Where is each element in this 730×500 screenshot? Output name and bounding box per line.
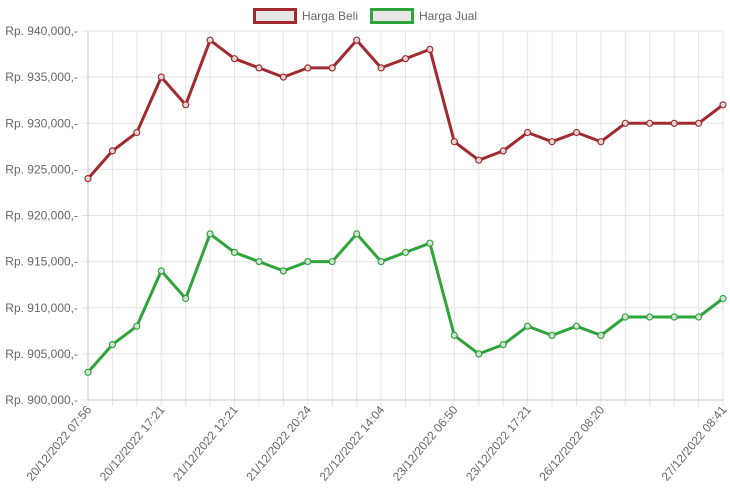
x-tick-label: 20/12/2022 17:21 (97, 403, 168, 484)
data-point-harga-beli (401, 55, 410, 63)
x-tick-label: 27/12/2022 08:41 (659, 403, 730, 484)
x-tick-label: 21/12/2022 20:24 (243, 403, 314, 484)
y-tick-label: Rp. 915,000,- (5, 255, 78, 269)
y-tick-label: Rp. 910,000,- (5, 301, 78, 315)
data-point-harga-jual (279, 267, 287, 275)
data-point-harga-beli (548, 138, 556, 146)
legend-item-harga-beli[interactable]: Harga Beli (252, 8, 358, 24)
data-point-harga-beli (450, 138, 458, 146)
data-point-harga-jual (353, 230, 361, 238)
y-tick-label: Rp. 905,000,- (5, 347, 78, 361)
data-point-harga-beli (597, 138, 605, 146)
data-point-harga-beli (572, 128, 581, 137)
data-point-harga-jual (694, 313, 703, 321)
data-point-harga-beli (719, 101, 727, 109)
data-point-harga-beli (353, 36, 361, 44)
y-tick-label: Rp. 920,000,- (5, 209, 78, 223)
data-point-harga-beli (133, 128, 141, 137)
data-point-harga-beli (157, 73, 165, 81)
data-point-harga-jual (719, 294, 727, 303)
x-tick-label: 26/12/2022 08:20 (536, 403, 607, 484)
data-point-harga-beli (304, 64, 312, 72)
data-point-harga-jual (108, 341, 117, 349)
data-point-harga-jual (499, 341, 507, 349)
x-tick-label: 20/12/2022 07:56 (24, 403, 95, 484)
y-tick-label: Rp. 935,000,- (5, 70, 78, 84)
data-point-harga-jual (84, 368, 92, 376)
data-point-harga-beli (230, 55, 239, 63)
data-point-harga-jual (377, 258, 385, 266)
x-tick-label: 23/12/2022 17:21 (463, 403, 534, 484)
data-point-harga-jual (523, 322, 532, 330)
data-point-harga-jual (426, 239, 434, 247)
data-point-harga-jual (670, 313, 678, 321)
x-tick-label: 22/12/2022 14:04 (317, 403, 388, 484)
chart-legend: Harga Beli Harga Jual (0, 6, 730, 26)
data-point-harga-beli (377, 64, 385, 72)
data-point-harga-beli (670, 119, 678, 127)
data-point-harga-beli (279, 73, 287, 81)
data-point-harga-jual (548, 331, 556, 339)
x-tick-label: 23/12/2022 06:50 (390, 403, 461, 484)
legend-swatch-harga-beli (252, 8, 297, 24)
data-point-harga-beli (84, 175, 92, 183)
y-tick-label: Rp. 940,000,- (5, 24, 78, 38)
data-point-harga-jual (621, 313, 629, 321)
data-point-harga-beli (255, 64, 263, 72)
data-point-harga-jual (230, 248, 239, 256)
y-tick-label: Rp. 930,000,- (5, 116, 78, 130)
data-point-harga-jual (328, 258, 336, 266)
data-point-harga-jual (450, 331, 458, 339)
data-point-harga-jual (572, 322, 581, 330)
data-point-harga-beli (646, 119, 654, 127)
x-tick-label: 21/12/2022 12:21 (170, 403, 241, 484)
legend-label-harga-jual: Harga Jual (419, 9, 478, 23)
data-point-harga-jual (304, 258, 312, 266)
data-point-harga-beli (499, 147, 507, 155)
data-point-harga-jual (182, 294, 190, 303)
data-point-harga-jual (255, 258, 263, 266)
data-point-harga-jual (646, 313, 654, 321)
legend-item-harga-jual[interactable]: Harga Jual (370, 8, 477, 24)
data-point-harga-beli (426, 45, 434, 54)
data-point-harga-beli (182, 101, 190, 109)
data-point-harga-jual (157, 267, 165, 275)
legend-swatch-harga-jual (370, 8, 414, 24)
data-point-harga-beli (523, 128, 532, 137)
data-point-harga-jual (206, 230, 214, 238)
data-point-harga-beli (328, 64, 336, 72)
legend-label-harga-beli: Harga Beli (301, 9, 358, 23)
data-point-harga-beli (206, 36, 214, 44)
data-point-harga-jual (133, 322, 141, 330)
data-point-harga-jual (401, 248, 410, 256)
data-point-harga-jual (597, 331, 605, 339)
y-tick-label: Rp. 925,000,- (5, 162, 78, 176)
y-tick-label: Rp. 900,000,- (5, 393, 78, 407)
data-point-harga-beli (475, 156, 483, 164)
data-point-harga-beli (108, 147, 117, 155)
data-point-harga-beli (694, 119, 703, 127)
data-point-harga-jual (475, 350, 483, 358)
data-point-harga-beli (621, 119, 629, 127)
